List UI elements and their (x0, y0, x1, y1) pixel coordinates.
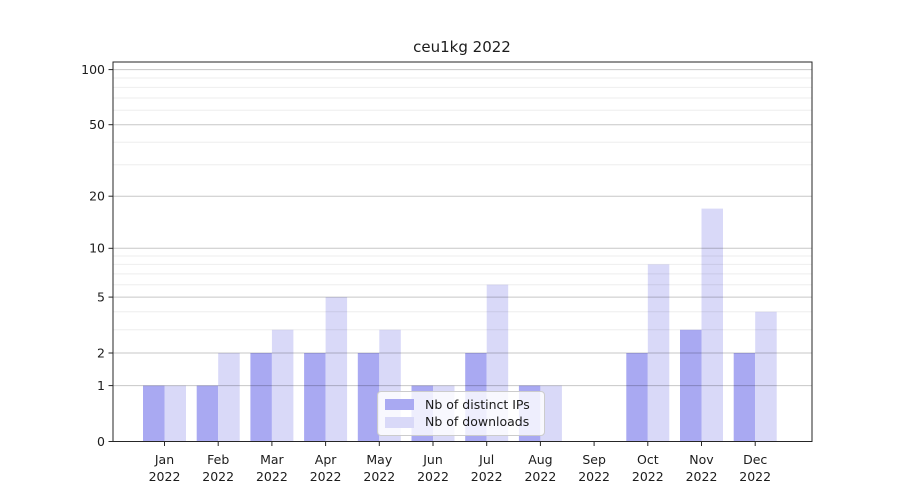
chart-title: ceu1kg 2022 (413, 38, 511, 56)
y-tick-label-1: 1 (97, 378, 105, 393)
legend: Nb of distinct IPs Nb of downloads (377, 391, 545, 436)
x-tick-label-jun: Jun 2022 (417, 452, 449, 484)
y-tick-label-0: 0 (97, 434, 105, 449)
legend-item-distinct-ips: Nb of distinct IPs (385, 396, 537, 412)
x-tick-label-mar: Mar 2022 (256, 452, 288, 484)
x-tick-label-jul: Jul 2022 (471, 452, 503, 484)
x-tick-label-jan: Jan 2022 (149, 452, 181, 484)
y-tick-label-5: 5 (97, 289, 105, 304)
y-tick-label-100: 100 (81, 62, 105, 77)
bar-nb-of-distinct-ips-dec (733, 353, 756, 442)
legend-swatch-distinct-ips (385, 399, 414, 411)
bar-nb-of-distinct-ips-nov (680, 329, 702, 442)
legend-label-downloads: Nb of downloads (425, 414, 530, 429)
legend-item-downloads: Nb of downloads (385, 414, 537, 429)
y-tick-label-50: 50 (89, 117, 105, 132)
bar-nb-of-distinct-ips-feb (196, 385, 219, 442)
legend-swatch-downloads (385, 416, 414, 428)
bar-nb-of-distinct-ips-jan (143, 385, 165, 442)
bar-nb-of-downloads-jan (164, 385, 186, 442)
y-tick-label-10: 10 (89, 241, 105, 256)
bar-nb-of-distinct-ips-oct (626, 353, 648, 442)
bar-nb-of-distinct-ips-mar (250, 353, 272, 442)
bar-nb-of-downloads-nov (701, 208, 723, 442)
x-tick-label-may: May 2022 (363, 452, 395, 484)
y-tick-label-20: 20 (89, 189, 105, 204)
bar-nb-of-downloads-oct (647, 264, 670, 442)
y-tick-label-2: 2 (97, 345, 105, 360)
bar-nb-of-distinct-ips-may (357, 353, 380, 442)
plot-border (112, 61, 813, 442)
x-tick-label-nov: Nov 2022 (686, 452, 718, 484)
x-tick-label-apr: Apr 2022 (310, 452, 342, 484)
bar-nb-of-downloads-dec (755, 311, 777, 442)
x-tick-label-sep: Sep 2022 (578, 452, 610, 484)
x-tick-label-feb: Feb 2022 (202, 452, 234, 484)
x-tick-label-dec: Dec 2022 (739, 452, 771, 484)
x-tick-label-oct: Oct 2022 (632, 452, 664, 484)
x-tick-label-aug: Aug 2022 (524, 452, 556, 484)
bar-nb-of-downloads-apr (325, 297, 348, 442)
bar-nb-of-downloads-mar (271, 329, 294, 442)
bar-nb-of-downloads-feb (218, 353, 240, 442)
legend-label-distinct-ips: Nb of distinct IPs (425, 396, 530, 412)
bar-nb-of-downloads-aug (540, 385, 562, 442)
bar-nb-of-distinct-ips-apr (304, 353, 326, 442)
